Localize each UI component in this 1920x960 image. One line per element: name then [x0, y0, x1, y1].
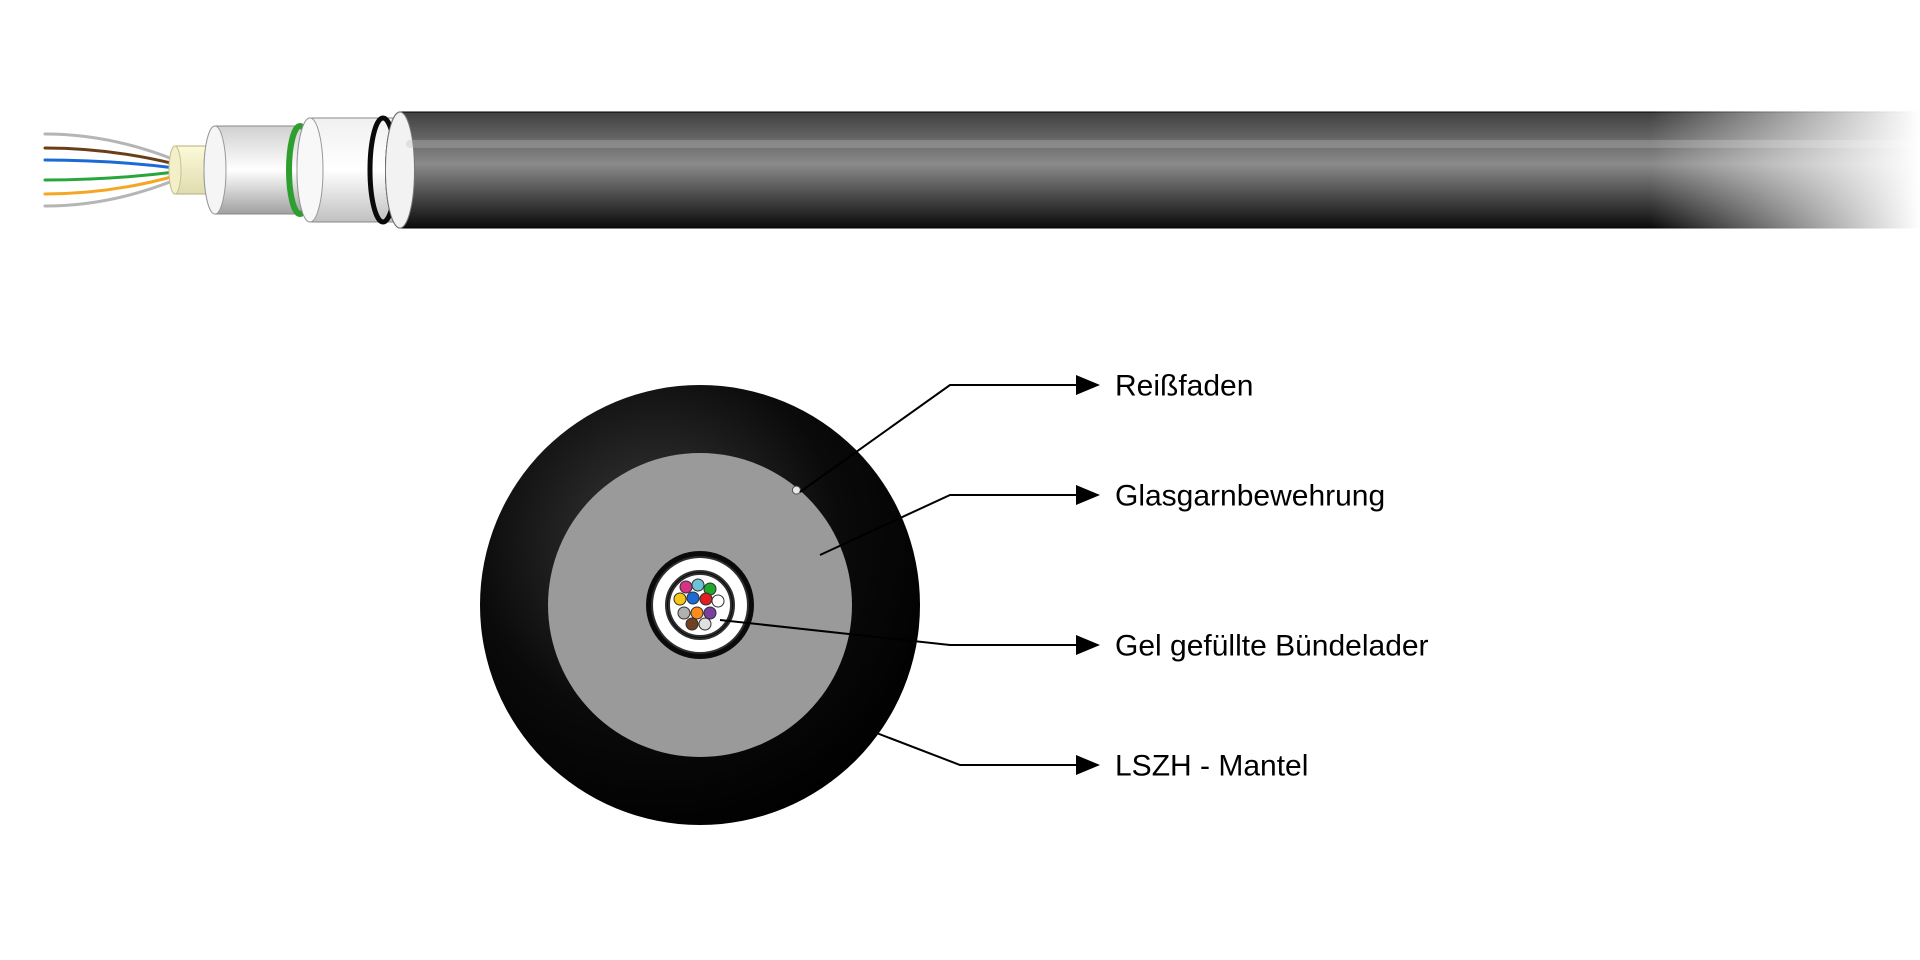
rip-cord-dot	[792, 486, 800, 494]
label-lszh: LSZH - Mantel	[1115, 750, 1308, 783]
fiber-dot	[678, 607, 690, 619]
fiber-strand	[45, 172, 175, 180]
fiber-dot	[674, 593, 686, 605]
fiber-dot	[712, 595, 724, 607]
fiber-dot	[691, 607, 703, 619]
leader-lszh	[874, 732, 1080, 765]
label-reissfaden: Reißfaden	[1115, 370, 1253, 403]
fiber-dot	[699, 618, 711, 630]
label-buendelader: Gel gefüllte Bündelader	[1115, 630, 1429, 663]
fade-overlay	[1650, 110, 1920, 230]
fiber-dot	[700, 593, 712, 605]
cable-side-view	[45, 110, 1920, 230]
cable-diagram: Reißfaden Glasgarnbewehrung Gel gefüllte B…	[0, 0, 1920, 960]
fiber-dot	[680, 581, 692, 593]
fiber-strand	[45, 160, 175, 168]
fiber-dot	[692, 579, 704, 591]
label-glasgarn: Glasgarnbewehrung	[1115, 480, 1385, 513]
fiber-dot	[704, 607, 716, 619]
fiber-dot	[687, 592, 699, 604]
cable-cross-section	[480, 385, 920, 825]
fiber-dot	[686, 618, 698, 630]
